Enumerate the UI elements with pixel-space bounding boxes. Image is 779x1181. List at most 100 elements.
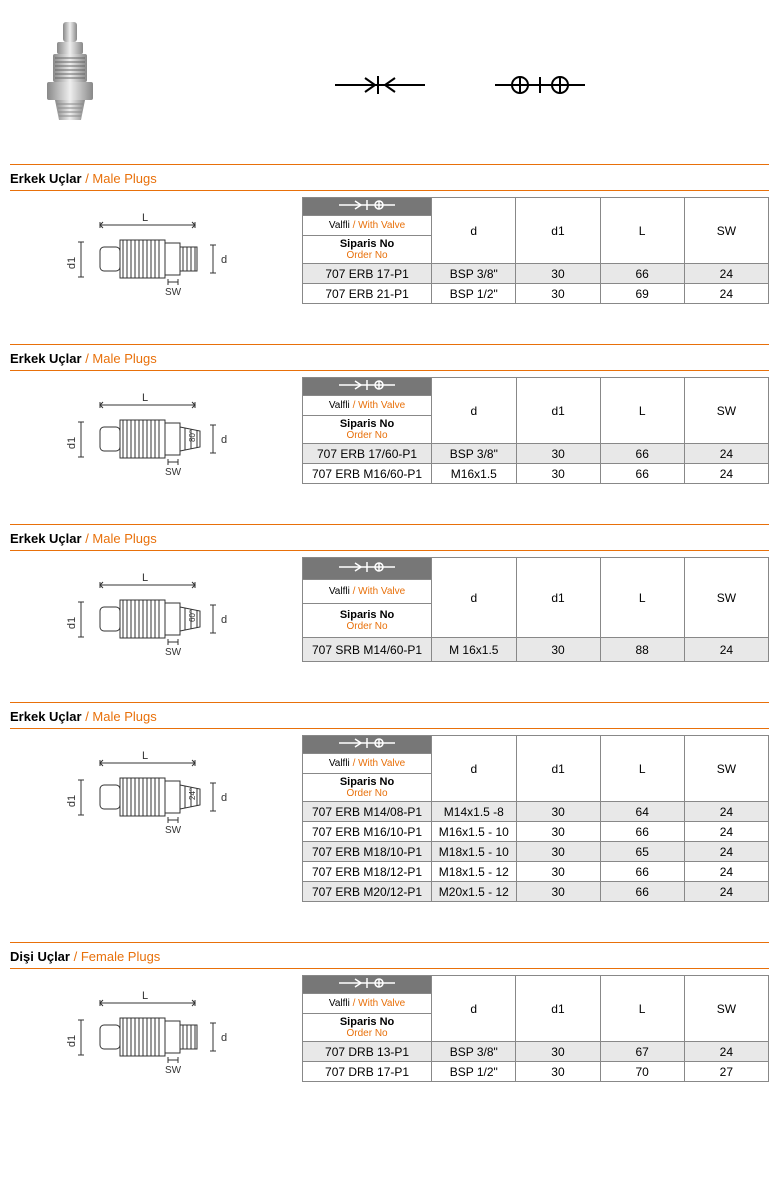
d1-cell: 30 [516,284,600,304]
spec-table: d d1 L SW Valfli / With Valve Siparis No… [302,735,769,902]
divider [10,164,769,165]
header-symbol [303,558,432,580]
col-l: L [600,198,684,264]
sw-cell: 24 [684,882,768,902]
d1-cell: 30 [516,638,600,662]
col-sw: SW [684,558,768,638]
svg-text:SW: SW [165,287,182,298]
d-cell: M20x1.5 - 12 [432,882,517,902]
col-d: d [432,378,517,444]
l-cell: 66 [600,882,684,902]
title-tr: Erkek Uçlar [10,351,82,366]
divider [10,728,769,729]
col-l: L [600,558,684,638]
table-row: 707 ERB M14/08-P1 M14x1.5 -8 30 64 24 [303,802,769,822]
col-d: d [432,558,516,638]
title-tr: Erkek Uçlar [10,531,82,546]
order-no-cell: 707 ERB M20/12-P1 [303,882,432,902]
svg-text:L: L [142,750,148,762]
l-cell: 88 [600,638,684,662]
sw-cell: 27 [684,1062,768,1082]
technical-diagram: L d1 d 24° SW [10,735,290,902]
spec-table: d d1 L SW Valfli / With Valve Siparis No… [302,197,769,304]
section-2: Erkek Uçlar / Male Plugs L d1 [10,524,769,662]
spec-table: d d1 L SW Valfli / With Valve Siparis No… [302,975,769,1082]
table-row: 707 ERB 17/60-P1 BSP 3/8" 30 66 24 [303,444,769,464]
d-cell: M16x1.5 [432,464,517,484]
sw-cell: 24 [684,842,768,862]
d1-cell: 30 [516,264,600,284]
col-d: d [432,976,516,1042]
d1-cell: 30 [516,444,600,464]
divider [10,550,769,551]
section-head: Erkek Uçlar / Male Plugs [10,351,769,366]
sw-cell: 24 [684,444,768,464]
technical-diagram: L d1 d 80° SW [10,377,290,484]
l-cell: 70 [600,1062,684,1082]
title-en: / Female Plugs [74,949,161,964]
section-title: Erkek Uçlar / Male Plugs [10,171,300,186]
col-d1: d1 [516,736,600,802]
table-row: 707 ERB M18/10-P1 M18x1.5 - 10 30 65 24 [303,842,769,862]
hydraulic-symbols [330,70,590,100]
col-l: L [600,976,684,1042]
svg-text:d: d [221,254,227,266]
d-cell: BSP 1/2" [432,284,516,304]
d-cell: M16x1.5 - 10 [432,822,517,842]
section-1: Erkek Uçlar / Male Plugs L d1 [10,344,769,484]
l-cell: 67 [600,1042,684,1062]
l-cell: 66 [600,264,684,284]
order-no-cell: 707 DRB 17-P1 [303,1062,432,1082]
d1-cell: 30 [516,1042,600,1062]
d-cell: M18x1.5 - 12 [432,862,517,882]
sw-cell: 24 [684,802,768,822]
sw-cell: 24 [684,822,768,842]
title-tr: Erkek Uçlar [10,709,82,724]
spec-table: d d1 L SW Valfli / With Valve Siparis No… [302,377,769,484]
section-head: Dişi Uçlar / Female Plugs [10,949,769,964]
svg-text:d1: d1 [66,437,78,449]
order-label: Siparis NoOrder No [303,1014,432,1042]
col-sw: SW [684,198,768,264]
valve-label: Valfli / With Valve [303,994,432,1014]
product-image [30,15,110,155]
title-tr: Dişi Uçlar [10,949,70,964]
divider [10,370,769,371]
table-row: 707 ERB 17-P1 BSP 3/8" 30 66 24 [303,264,769,284]
d-cell: BSP 3/8" [432,264,516,284]
sw-cell: 24 [684,1042,768,1062]
d-cell: M14x1.5 -8 [432,802,517,822]
title-en: / Male Plugs [85,171,157,186]
d-cell: M 16x1.5 [432,638,516,662]
col-d1: d1 [516,378,600,444]
d1-cell: 30 [516,862,600,882]
valve-label: Valfli / With Valve [303,216,432,236]
col-d: d [432,198,516,264]
order-label: Siparis NoOrder No [303,236,432,264]
divider [10,190,769,191]
svg-text:L: L [142,212,148,224]
sw-cell: 24 [684,464,768,484]
d1-cell: 30 [516,1062,600,1082]
table-row: 707 ERB M16/10-P1 M16x1.5 - 10 30 66 24 [303,822,769,842]
col-d1: d1 [516,976,600,1042]
divider [10,702,769,703]
col-d1: d1 [516,558,600,638]
l-cell: 65 [600,842,684,862]
header-symbol [303,736,432,754]
order-no-cell: 707 ERB M16/10-P1 [303,822,432,842]
d1-cell: 30 [516,882,600,902]
svg-text:d: d [221,434,227,446]
svg-text:SW: SW [165,1065,182,1076]
divider [10,942,769,943]
table-row: 707 SRB M14/60-P1 M 16x1.5 30 88 24 [303,638,769,662]
technical-diagram: L d1 d SW [10,975,290,1082]
order-no-cell: 707 ERB M18/10-P1 [303,842,432,862]
section-head: Erkek Uçlar / Male Plugs [10,709,769,724]
top-area [10,10,769,160]
sw-cell: 24 [684,284,768,304]
section-title: Dişi Uçlar / Female Plugs [10,949,300,964]
d1-cell: 30 [516,842,600,862]
svg-text:d: d [221,792,227,804]
order-no-cell: 707 SRB M14/60-P1 [303,638,432,662]
